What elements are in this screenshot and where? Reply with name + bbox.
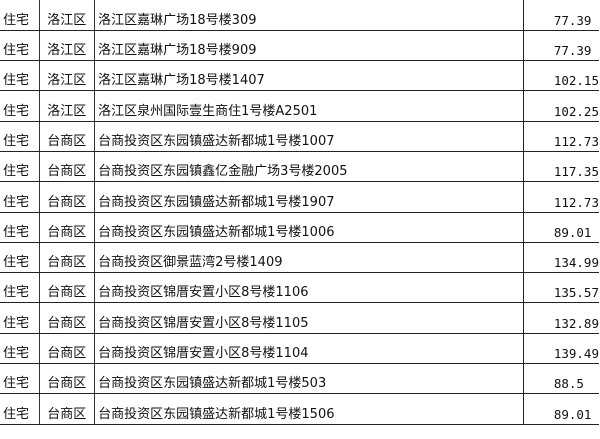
table-row: 住宅 台商区 台商投资区东园镇盛达新都城1号楼1006 89.01 [0, 212, 599, 243]
cell-area: 77.39 [523, 30, 599, 62]
cell-type: 住宅 [0, 0, 41, 31]
cell-type: 住宅 [0, 121, 41, 152]
table-row: 住宅 台商区 台商投资区锦厝安置小区8号楼1105 132.89 [0, 302, 599, 334]
cell-address: 台商投资区东园镇盛达新都城1号楼503 [94, 363, 524, 395]
cell-type: 住宅 [0, 272, 41, 304]
table-row: 住宅 台商区 台商投资区东园镇鑫亿金融广场3号楼2005 117.35 [0, 151, 599, 183]
cell-type: 住宅 [0, 90, 41, 122]
cell-area: 117.35 [523, 151, 599, 183]
cell-area: 88.5 [523, 363, 599, 395]
table-row: 住宅 台商区 台商投资区御景蓝湾2号楼1409 134.99 [0, 242, 599, 274]
cell-district: 洛江区 [39, 90, 96, 122]
cell-district: 台商区 [39, 121, 96, 152]
cell-address: 台商投资区东园镇盛达新都城1号楼1506 [94, 393, 524, 425]
table-row: 住宅 洛江区 洛江区嘉琳广场18号楼909 77.39 [0, 30, 599, 62]
cell-address: 台商投资区锦厝安置小区8号楼1105 [94, 302, 524, 334]
cell-district: 台商区 [39, 302, 96, 334]
cell-area: 89.01 [523, 212, 599, 243]
table-row: 住宅 洛江区 洛江区嘉琳广场18号楼1407 102.15 [0, 60, 599, 92]
cell-type: 住宅 [0, 302, 41, 334]
table-row: 住宅 台商区 台商投资区东园镇盛达新都城1号楼1907 112.73 [0, 181, 599, 213]
table-row: 住宅 台商区 台商投资区锦厝安置小区8号楼1104 139.49 [0, 333, 599, 365]
cell-area: 139.49 [523, 333, 599, 365]
cell-address: 洛江区嘉琳广场18号楼309 [94, 0, 524, 31]
cell-address: 台商投资区东园镇鑫亿金融广场3号楼2005 [94, 151, 524, 183]
table-row: 住宅 洛江区 洛江区嘉琳广场18号楼309 77.39 [0, 0, 599, 31]
cell-district: 台商区 [39, 393, 96, 425]
cell-area: 112.73 [523, 121, 599, 152]
cell-district: 洛江区 [39, 60, 96, 92]
cell-type: 住宅 [0, 60, 41, 92]
table-body: 住宅 洛江区 洛江区嘉琳广场18号楼309 77.39 住宅 洛江区 洛江区嘉琳广场18号楼… [0, 0, 599, 425]
cell-area: 102.25 [523, 90, 599, 122]
cell-district: 台商区 [39, 333, 96, 365]
cell-area: 112.73 [523, 181, 599, 213]
cell-district: 台商区 [39, 181, 96, 213]
table-row: 住宅 台商区 台商投资区东园镇盛达新都城1号楼1506 89.01 [0, 393, 599, 425]
cell-address: 台商投资区御景蓝湾2号楼1409 [94, 242, 524, 274]
cell-type: 住宅 [0, 393, 41, 425]
cell-address: 台商投资区东园镇盛达新都城1号楼1007 [94, 121, 524, 152]
cell-type: 住宅 [0, 151, 41, 183]
cell-area: 102.15 [523, 60, 599, 92]
cell-address: 台商投资区东园镇盛达新都城1号楼1907 [94, 181, 524, 213]
cell-address: 洛江区嘉琳广场18号楼909 [94, 30, 524, 62]
table-row: 住宅 洛江区 洛江区泉州国际壹生商住1号楼A2501 102.25 [0, 90, 599, 122]
cell-district: 台商区 [39, 242, 96, 274]
cell-district: 台商区 [39, 151, 96, 183]
property-table: 住宅 洛江区 洛江区嘉琳广场18号楼309 77.39 住宅 洛江区 洛江区嘉琳广场18号楼… [0, 0, 599, 425]
cell-district: 台商区 [39, 212, 96, 243]
cell-address: 洛江区泉州国际壹生商住1号楼A2501 [94, 90, 524, 122]
cell-district: 台商区 [39, 363, 96, 395]
cell-area: 132.89 [523, 302, 599, 334]
cell-type: 住宅 [0, 333, 41, 365]
cell-type: 住宅 [0, 242, 41, 274]
cell-area: 135.57 [523, 272, 599, 304]
cell-address: 洛江区嘉琳广场18号楼1407 [94, 60, 524, 92]
cell-address: 台商投资区锦厝安置小区8号楼1106 [94, 272, 524, 304]
cell-area: 134.99 [523, 242, 599, 274]
cell-type: 住宅 [0, 363, 41, 395]
cell-address: 台商投资区锦厝安置小区8号楼1104 [94, 333, 524, 365]
table-row: 住宅 台商区 台商投资区东园镇盛达新都城1号楼1007 112.73 [0, 121, 599, 152]
cell-area: 89.01 [523, 393, 599, 425]
cell-district: 台商区 [39, 272, 96, 304]
cell-district: 洛江区 [39, 0, 96, 31]
cell-area: 77.39 [523, 0, 599, 31]
cell-address: 台商投资区东园镇盛达新都城1号楼1006 [94, 212, 524, 243]
cell-type: 住宅 [0, 212, 41, 243]
cell-type: 住宅 [0, 30, 41, 62]
cell-type: 住宅 [0, 181, 41, 213]
table-row: 住宅 台商区 台商投资区东园镇盛达新都城1号楼503 88.5 [0, 363, 599, 395]
table-row: 住宅 台商区 台商投资区锦厝安置小区8号楼1106 135.57 [0, 272, 599, 304]
cell-district: 洛江区 [39, 30, 96, 62]
